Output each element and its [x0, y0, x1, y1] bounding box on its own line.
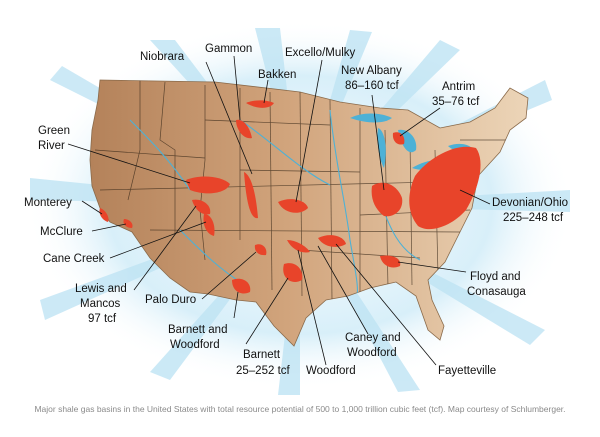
basin-fayetteville [380, 255, 401, 268]
basin-palo-duro [254, 244, 267, 256]
basin-barnett-woodford [232, 278, 251, 294]
basin-bakken [246, 100, 274, 108]
label-barnett-woodford-2: Woodford [170, 339, 220, 351]
label-green-river: Green [38, 125, 70, 137]
label-palo-duro: Palo Duro [145, 294, 196, 306]
label-lewis-mancos-2: Mancos [80, 298, 121, 310]
label-bakken: Bakken [258, 69, 296, 81]
basin-monterey [99, 208, 109, 222]
basin-gammon [236, 119, 252, 139]
label-barnett: Barnett [243, 349, 281, 361]
basin-woodford [287, 240, 310, 253]
basin-mcclure [123, 219, 133, 228]
us-landmass [89, 79, 529, 347]
basin-devonian [409, 146, 481, 230]
label-new-albany: New Albany [341, 65, 402, 77]
basin-cane-creek [203, 214, 215, 236]
label-cane-creek: Cane Creek [43, 253, 105, 265]
label-excello: Excello/Mulky [285, 47, 356, 59]
label-mcclure: McClure [40, 226, 83, 238]
label-devonian-value: 225–248 tcf [503, 212, 564, 224]
label-caney-2: Woodford [347, 347, 397, 359]
basin-green-river [186, 176, 230, 194]
basin-lewis-mancos [192, 199, 211, 215]
label-floyd-2: Conasauga [467, 286, 526, 298]
leader-lines [67, 55, 491, 366]
map-caption: Major shale gas basins in the United Sta… [34, 404, 566, 414]
label-lewis-mancos: Lewis and [75, 283, 127, 295]
basin-excello [278, 199, 308, 213]
label-lewis-mancos-value: 97 tcf [88, 313, 117, 325]
label-floyd: Floyd and [470, 271, 521, 283]
label-antrim-value: 35–76 tcf [432, 96, 480, 108]
label-niobrara: Niobrara [140, 51, 185, 63]
basin-labels: Gammon Niobrara Excello/Mulky Bakken New… [24, 43, 568, 377]
basin-barnett [283, 263, 303, 283]
label-caney: Caney and [345, 332, 401, 344]
label-antrim: Antrim [442, 81, 475, 93]
label-woodford: Woodford [306, 365, 356, 377]
label-barnett-woodford: Barnett and [168, 324, 227, 336]
label-green-river-2: River [38, 140, 65, 152]
label-barnett-value: 25–252 tcf [236, 365, 291, 377]
label-devonian: Devonian/Ohio [492, 197, 568, 209]
basin-caney [318, 235, 346, 247]
label-gammon: Gammon [205, 43, 252, 55]
basin-niobrara [244, 172, 258, 219]
label-fayetteville: Fayetteville [438, 365, 496, 377]
basin-new-albany [371, 182, 403, 217]
label-monterey: Monterey [24, 197, 72, 209]
label-new-albany-value: 86–160 tcf [345, 80, 400, 92]
